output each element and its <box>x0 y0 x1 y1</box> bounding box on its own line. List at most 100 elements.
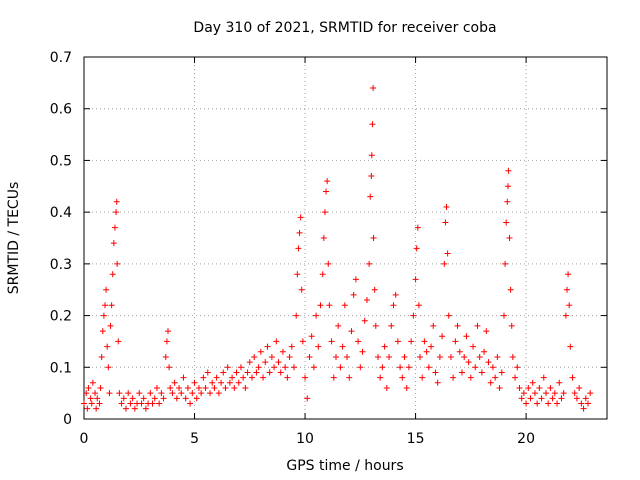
data-point <box>534 400 541 407</box>
data-point <box>277 369 284 376</box>
data-point <box>383 384 390 391</box>
data-point <box>279 348 286 355</box>
data-point <box>308 333 315 340</box>
data-point <box>368 152 375 159</box>
data-point <box>290 364 297 371</box>
data-point <box>320 235 327 241</box>
data-point <box>195 384 202 391</box>
data-point <box>441 260 448 267</box>
data-point <box>110 240 117 247</box>
data-point <box>293 312 300 319</box>
data-point <box>106 390 113 397</box>
data-point <box>474 322 481 329</box>
data-point <box>414 224 421 231</box>
data-point <box>432 369 439 376</box>
data-point <box>198 390 205 397</box>
data-point <box>326 302 333 309</box>
data-point <box>379 364 386 371</box>
data-point <box>454 322 461 329</box>
data-point <box>370 85 377 92</box>
data-point <box>531 390 538 397</box>
data-point <box>430 322 437 329</box>
data-point <box>566 302 573 309</box>
data-point <box>105 364 112 371</box>
data-point <box>339 343 346 350</box>
x-tick-label: 20 <box>517 431 535 447</box>
data-point <box>504 198 511 205</box>
data-point <box>202 384 209 391</box>
data-point <box>502 260 509 267</box>
data-point <box>476 353 483 360</box>
data-point <box>447 353 454 360</box>
data-point <box>116 390 123 397</box>
data-point <box>257 348 264 355</box>
data-point <box>244 369 251 376</box>
data-point <box>109 271 116 278</box>
data-point <box>569 374 576 381</box>
data-point <box>523 400 530 407</box>
data-point <box>255 364 262 371</box>
y-tick-label: 0.6 <box>50 102 72 118</box>
data-point <box>113 198 120 205</box>
data-point <box>211 384 218 391</box>
data-point <box>98 353 105 360</box>
data-point <box>421 338 428 345</box>
data-point <box>355 338 362 345</box>
data-points <box>81 85 594 412</box>
data-point <box>545 400 552 407</box>
data-point <box>302 374 309 381</box>
data-point <box>189 390 196 397</box>
data-point <box>149 400 156 407</box>
data-point <box>483 328 490 335</box>
data-point <box>463 333 470 340</box>
data-point <box>540 374 547 381</box>
data-point <box>492 374 499 381</box>
data-point <box>461 353 468 360</box>
data-point <box>563 286 570 293</box>
data-point <box>374 353 381 360</box>
data-point <box>275 359 282 366</box>
x-tick-label: 5 <box>190 431 199 447</box>
data-point <box>268 353 275 360</box>
data-point <box>271 364 278 371</box>
data-point <box>506 235 513 241</box>
data-point <box>377 374 384 381</box>
data-point <box>413 245 420 252</box>
data-point <box>178 390 185 397</box>
data-point <box>350 291 357 298</box>
data-point <box>425 364 432 371</box>
data-point <box>323 188 330 195</box>
y-tick-label: 0.5 <box>50 153 72 169</box>
data-point <box>297 214 304 221</box>
data-point <box>520 390 527 397</box>
data-point <box>536 384 543 391</box>
data-point <box>298 286 305 293</box>
data-point <box>549 395 556 402</box>
data-point <box>494 353 501 360</box>
y-axis-label: SRMTID / TECUs <box>6 182 22 295</box>
data-point <box>158 390 165 397</box>
data-point <box>348 328 355 335</box>
data-point <box>443 203 450 210</box>
data-point <box>184 384 191 391</box>
data-point <box>171 379 178 386</box>
data-point <box>366 260 373 267</box>
data-point <box>310 364 317 371</box>
data-point <box>571 390 578 397</box>
data-point <box>367 193 374 200</box>
data-point <box>436 353 443 360</box>
data-point <box>122 405 129 412</box>
data-point <box>498 369 505 376</box>
data-point <box>481 348 488 355</box>
data-point <box>111 224 118 231</box>
data-point <box>220 369 227 376</box>
data-point <box>206 390 213 397</box>
data-point <box>419 374 426 381</box>
data-point <box>478 369 485 376</box>
data-point <box>115 338 122 345</box>
data-point <box>237 364 244 371</box>
data-point <box>166 364 173 371</box>
data-point <box>100 312 107 319</box>
plot-frame <box>83 56 608 420</box>
data-point <box>516 384 523 391</box>
